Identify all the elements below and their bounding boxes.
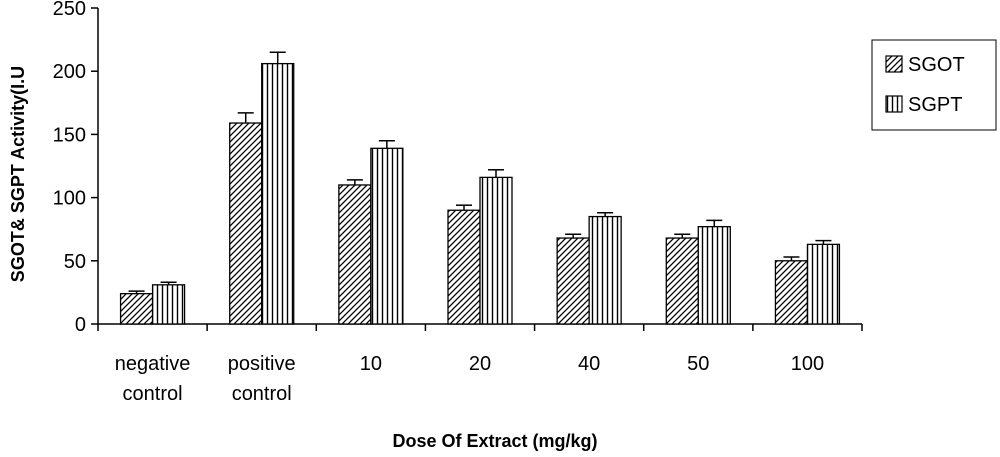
x-tick-label: control <box>123 383 183 405</box>
y-tick-label: 250 <box>53 0 86 20</box>
legend-swatch-sgot <box>885 55 903 73</box>
bars <box>119 51 841 325</box>
legend-label-sgpt: SGPT <box>908 94 962 116</box>
bar-sgpt <box>697 226 731 325</box>
x-tick-label: negative <box>115 353 191 375</box>
y-tick-label: 150 <box>53 124 86 146</box>
bar-sgpt <box>261 62 295 325</box>
bar-sgot <box>338 184 372 325</box>
x-tick-label: 20 <box>469 353 491 375</box>
y-tick-label: 100 <box>53 188 86 210</box>
x-tick-label: 50 <box>687 353 709 375</box>
x-tick-label: 40 <box>578 353 600 375</box>
bar-sgot <box>774 260 809 325</box>
bar-sgpt <box>588 215 622 325</box>
legend-label-sgot: SGOT <box>908 54 965 76</box>
legend: SGOT SGPT <box>871 39 997 131</box>
x-tick-label: control <box>232 383 292 405</box>
y-tick-label: 50 <box>64 251 86 273</box>
legend-box <box>871 39 997 131</box>
bar-sgot <box>556 237 590 325</box>
bar-sgot <box>447 209 481 325</box>
y-tick-label: 200 <box>53 61 86 83</box>
x-tick-label: positive <box>228 353 296 375</box>
bar-sgot <box>119 293 154 325</box>
bar-sgot <box>665 237 699 325</box>
x-axis-title: Dose Of Extract (mg/kg) <box>392 431 597 451</box>
y-axis-title: SGOT& SGPT Activity(I.U <box>8 66 28 282</box>
legend-swatch-sgpt <box>885 95 903 113</box>
x-tick-label: 100 <box>791 353 824 375</box>
bar-sgpt <box>806 243 841 325</box>
bar-sgpt <box>479 176 513 325</box>
labels: 0 50 100 150 200 250 negative control positive co… <box>53 0 824 405</box>
bar-sgpt <box>370 147 404 325</box>
bar-sgpt <box>151 284 186 325</box>
x-tick-label: 10 <box>360 353 382 375</box>
y-tick-label: 0 <box>75 314 86 336</box>
bar-sgot <box>229 122 263 325</box>
